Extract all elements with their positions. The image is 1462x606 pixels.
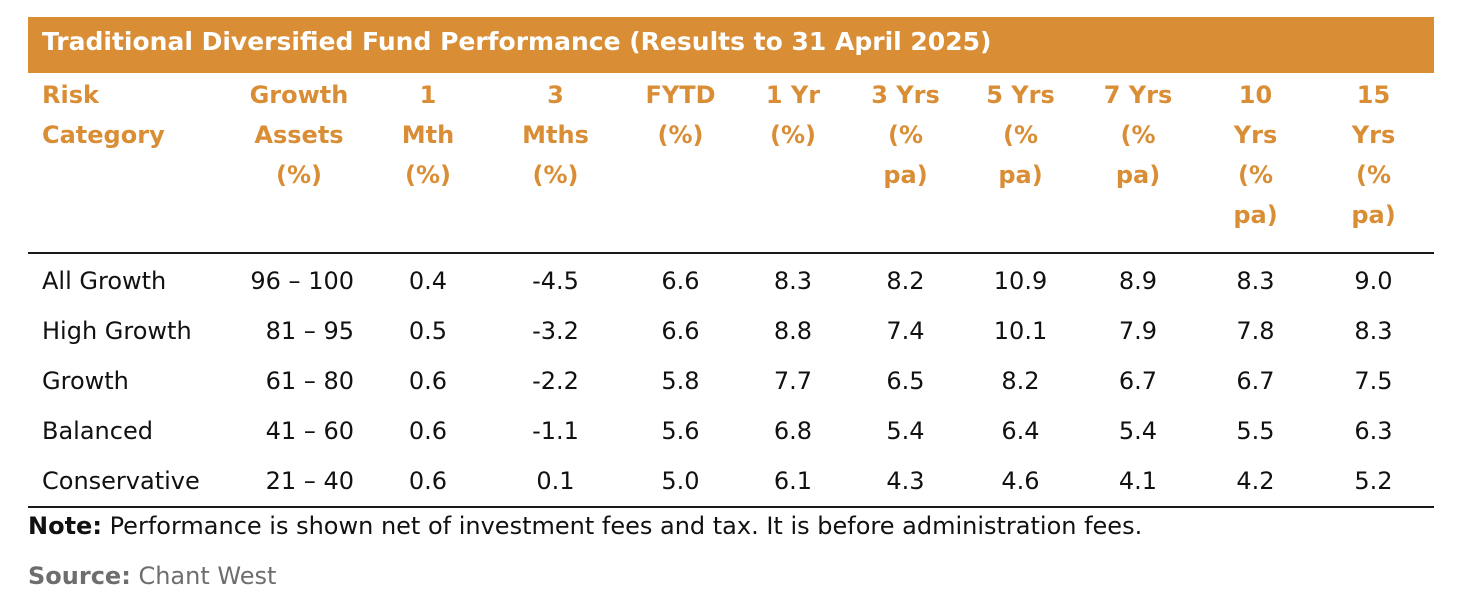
header-row: Risk Category Growth Assets (%) 1 Mth (%… [28,73,1434,253]
value-cell: 5.5 [1236,417,1275,445]
header-15-years: 15 Yrs (% pa) [1351,81,1396,229]
risk-category-cell: All Growth [42,267,167,295]
value-cell: 6.1 [773,467,813,495]
performance-table: Risk Category Growth Assets (%) 1 Mth (%… [28,73,1434,508]
value-cell: 4.2 [1236,467,1275,495]
growth-assets-cell: 81 – 95 [265,317,354,345]
value-cell: 6.8 [773,417,813,445]
value-cell: 6.6 [661,267,700,295]
value-cell: 7.5 [1354,367,1393,395]
risk-category-cell: Balanced [42,417,153,445]
value-cell: 0.6 [408,367,448,395]
risk-category-cell: Growth [42,367,129,395]
value-cell: 8.3 [773,267,813,295]
value-cell: 10.9 [993,267,1048,295]
value-cell: 6.6 [661,317,700,345]
value-cell: 8.9 [1118,267,1158,295]
header-risk-category: Risk Category [42,81,165,149]
value-cell: 8.2 [886,267,925,295]
growth-assets-cell: 61 – 80 [265,367,354,395]
source-label: Source: [28,562,131,590]
value-cell: 5.0 [661,467,700,495]
note-text: Performance is shown net of investment f… [109,512,1143,540]
header-7-years: 7 Yrs (% pa) [1103,81,1173,189]
header-1-year: 1 Yr (%) [765,81,821,149]
header-3-years: 3 Yrs (% pa) [871,81,940,189]
value-cell: 0.6 [408,417,448,445]
value-cell: 8.3 [1236,267,1275,295]
performance-table-container: Traditional Diversified Fund Performance… [28,17,1434,508]
table-row: Conservative 21 – 40 0.6 0.1 5.0 6.1 4.3… [28,456,1434,507]
table-row: All Growth 96 – 100 0.4 -4.5 6.6 8.3 8.2… [28,253,1434,306]
value-cell: 6.3 [1354,417,1393,445]
value-cell: 5.4 [1118,417,1158,445]
value-cell: 6.5 [886,367,925,395]
value-cell: -2.2 [532,367,579,395]
growth-assets-cell: 41 – 60 [265,417,354,445]
value-cell: 4.1 [1118,467,1158,495]
source-line: Source: Chant West [28,562,276,590]
value-cell: -3.2 [532,317,579,345]
value-cell: 6.4 [1001,417,1040,445]
value-cell: 8.8 [773,317,813,345]
value-cell: 7.4 [886,317,925,345]
risk-category-cell: Conservative [42,467,200,495]
header-1-month: 1 Mth (%) [401,81,455,189]
value-cell: 5.4 [886,417,925,445]
table-row: Growth 61 – 80 0.6 -2.2 5.8 7.7 6.5 8.2 … [28,356,1434,406]
value-cell: 8.3 [1354,317,1393,345]
value-cell: 6.7 [1118,367,1158,395]
value-cell: 0.1 [536,467,575,495]
note-label: Note: [28,512,102,540]
value-cell: 0.5 [408,317,448,345]
value-cell: 7.8 [1236,317,1275,345]
header-5-years: 5 Yrs (% pa) [986,81,1055,189]
header-fytd: FYTD (%) [645,81,716,149]
value-cell: 7.9 [1118,317,1158,345]
value-cell: 9.0 [1354,267,1393,295]
value-cell: 8.2 [1001,367,1040,395]
value-cell: 0.4 [408,267,448,295]
value-cell: 0.6 [408,467,448,495]
value-cell: 6.7 [1236,367,1275,395]
value-cell: 5.6 [661,417,700,445]
value-cell: 10.1 [993,317,1048,345]
value-cell: -1.1 [532,417,579,445]
growth-assets-cell: 96 – 100 [250,267,354,295]
value-cell: 7.7 [773,367,813,395]
table-title: Traditional Diversified Fund Performance… [28,17,1434,73]
value-cell: 4.6 [1001,467,1040,495]
value-cell: -4.5 [532,267,579,295]
value-cell: 5.8 [661,367,700,395]
footnote: Note: Performance is shown net of invest… [28,512,1142,540]
header-3-months: 3 Mths (%) [522,81,589,189]
table-row: Balanced 41 – 60 0.6 -1.1 5.6 6.8 5.4 6.… [28,406,1434,456]
table-row: High Growth 81 – 95 0.5 -3.2 6.6 8.8 7.4… [28,306,1434,356]
header-growth-assets: Growth Assets (%) [249,81,349,189]
growth-assets-cell: 21 – 40 [265,467,354,495]
risk-category-cell: High Growth [42,317,192,345]
value-cell: 5.2 [1354,467,1393,495]
header-10-years: 10 Yrs (% pa) [1233,81,1278,229]
source-text: Chant West [138,562,277,590]
value-cell: 4.3 [886,467,925,495]
